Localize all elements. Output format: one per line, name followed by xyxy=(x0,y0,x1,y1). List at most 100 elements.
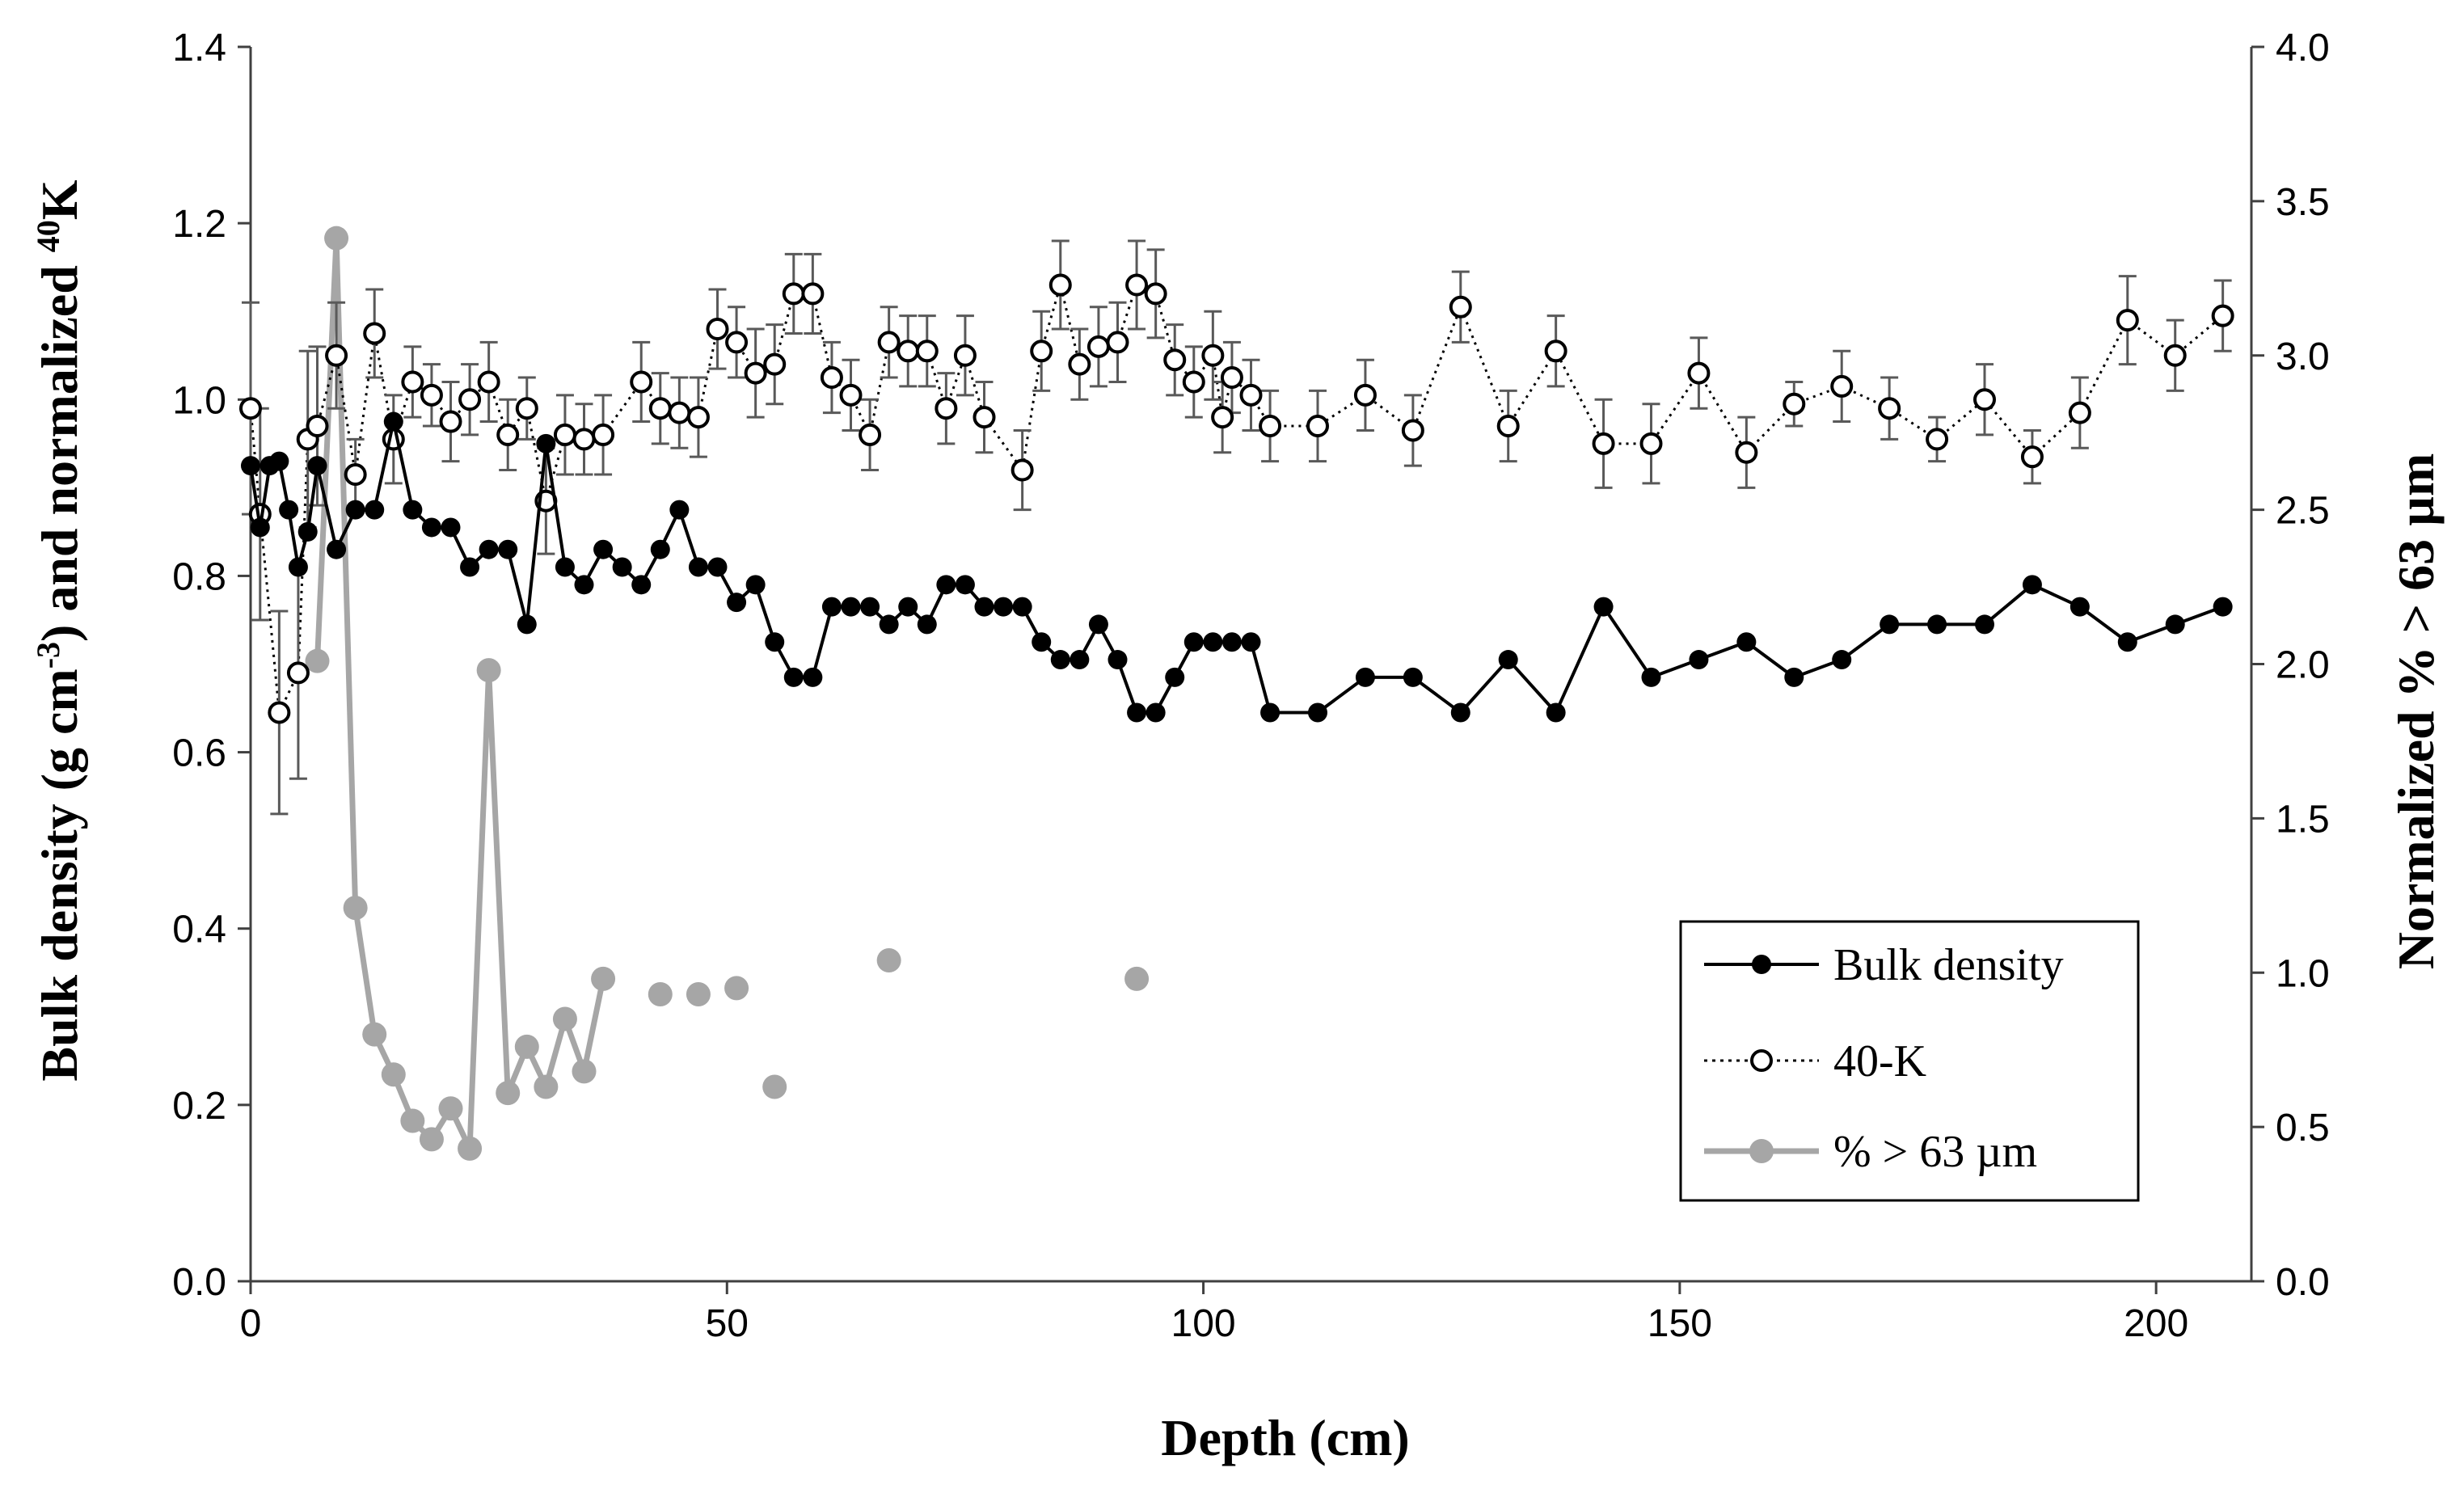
k40-point xyxy=(1973,388,1996,411)
bulk-point xyxy=(936,575,956,595)
k40-point xyxy=(935,397,958,420)
k40-point xyxy=(496,423,520,446)
coarse-point xyxy=(400,1108,425,1133)
bulk-point xyxy=(765,632,785,652)
coarse-point xyxy=(343,896,368,921)
y-left-tick-label: 0.2 xyxy=(172,1085,226,1128)
k40-point xyxy=(1544,340,1567,363)
k40-point xyxy=(239,397,262,420)
bulk-point xyxy=(269,451,289,471)
coarse-point xyxy=(572,1059,597,1084)
plot-area xyxy=(239,226,2234,1161)
bulk-point xyxy=(279,500,299,520)
y-right-tick-label: 4.0 xyxy=(2276,27,2330,70)
bulk-point xyxy=(1088,614,1108,635)
k40-point xyxy=(439,410,462,433)
bulk-point xyxy=(1308,702,1327,723)
k40-point xyxy=(782,282,805,306)
k40-point xyxy=(1163,348,1187,372)
k40-point xyxy=(306,415,329,438)
k40-point xyxy=(2020,445,2044,469)
bulk-point xyxy=(841,597,861,617)
coarse-point xyxy=(1124,966,1150,991)
k40-point xyxy=(897,340,920,363)
k40-point xyxy=(1449,295,1472,318)
k40-point xyxy=(1144,282,1167,306)
k40-point xyxy=(706,318,729,341)
bulk-point xyxy=(1012,597,1032,617)
k40-point xyxy=(1106,331,1129,354)
bulk-point xyxy=(1146,702,1166,723)
bulk-point xyxy=(441,517,461,538)
k40-point xyxy=(1182,370,1205,394)
bulk-point xyxy=(1127,702,1147,723)
k40-point xyxy=(2163,344,2187,367)
k40-point xyxy=(592,423,615,446)
k40-point xyxy=(668,401,691,424)
legend-marker-coarse xyxy=(1749,1139,1774,1163)
bulk-point xyxy=(1832,650,1852,670)
bulk-point xyxy=(803,667,823,687)
k40-point xyxy=(820,366,843,390)
bulk-point xyxy=(2117,632,2137,652)
k40-point xyxy=(1220,366,1243,390)
bulk-point xyxy=(383,411,403,432)
k40-point xyxy=(1735,441,1758,464)
coarse-point xyxy=(876,947,901,972)
tick-labels: 0 50 100 150 200 0.0 0.2 0.4 0.6 0.8 1.0 1.2 1.4 0.0 0… xyxy=(172,27,2329,1345)
bulk-point xyxy=(745,575,766,595)
x-axis-title: Depth (cm) xyxy=(1161,1409,1409,1466)
legend-item-40k: 40-K xyxy=(1704,1036,1926,1086)
k40-point xyxy=(286,661,310,685)
bulk-point xyxy=(593,539,614,559)
y-left-tick-label: 1.0 xyxy=(172,379,226,422)
bulk-point xyxy=(460,557,480,577)
bulk-point xyxy=(994,597,1014,617)
bulk-point xyxy=(955,575,975,595)
k40-point xyxy=(1125,273,1149,297)
bulk-point xyxy=(1050,650,1070,670)
coarse-point xyxy=(438,1096,463,1121)
bulk-point xyxy=(2070,597,2090,617)
bulk-point xyxy=(2022,575,2042,595)
coarse-point xyxy=(362,1022,387,1047)
k40-point xyxy=(572,428,596,451)
k40-point xyxy=(1783,392,1806,415)
axes-frame xyxy=(238,45,2264,1294)
bulk-point xyxy=(688,557,708,577)
k40-point xyxy=(2068,401,2091,424)
bulk-point xyxy=(783,667,804,687)
y-left-tick-label: 1.4 xyxy=(172,27,226,70)
k40-point xyxy=(268,701,291,724)
y-left-tick-label: 0.6 xyxy=(172,732,226,775)
k40-point xyxy=(1086,335,1110,358)
x-tick-label: 100 xyxy=(1171,1302,1236,1345)
bulk-point xyxy=(307,456,327,476)
coarse-point xyxy=(534,1074,559,1099)
k40-point xyxy=(325,344,348,367)
bulk-point xyxy=(1975,614,1994,635)
x-tick-label: 200 xyxy=(2124,1302,2188,1345)
k40-point xyxy=(1592,432,1615,455)
k40-point xyxy=(686,406,710,429)
bulk-point xyxy=(1641,667,1661,687)
k40-point xyxy=(1496,415,1520,438)
bulk-point xyxy=(1736,632,1757,652)
bulk-point xyxy=(821,597,842,617)
coarse-point xyxy=(591,966,616,991)
y-right-tick-label: 3.5 xyxy=(2276,181,2330,224)
coarse-point xyxy=(762,1074,787,1099)
k40-point xyxy=(877,331,901,354)
bulk-point xyxy=(727,593,747,613)
bulk-point xyxy=(612,557,632,577)
legend-marker-40k xyxy=(1750,1049,1773,1072)
coarse-point xyxy=(381,1062,406,1087)
bulk-point xyxy=(974,597,994,617)
k40-point xyxy=(1878,397,1901,420)
k40-point xyxy=(344,462,367,486)
k40-point xyxy=(1010,458,1034,482)
bulk-point xyxy=(1203,632,1223,652)
bulk-point xyxy=(1241,632,1261,652)
bulk-point xyxy=(1593,597,1614,617)
y-left-tick-label: 1.2 xyxy=(172,203,226,246)
